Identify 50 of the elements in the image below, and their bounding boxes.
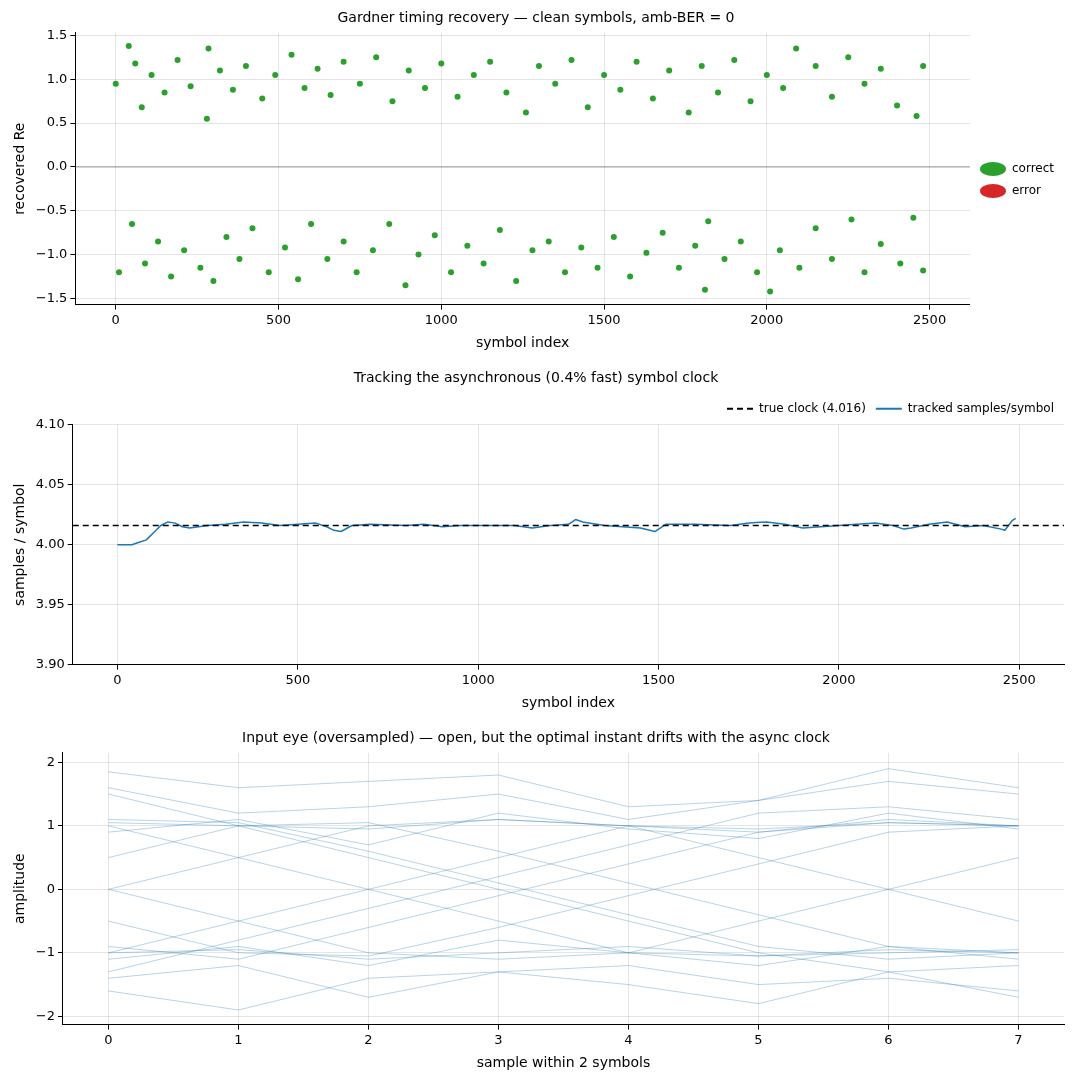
- y-tick-label: 4.00: [35, 536, 65, 552]
- x-tick-label: 500: [285, 671, 311, 687]
- x-tick-label: 1000: [424, 311, 458, 327]
- x-tick-label: 2: [364, 1031, 373, 1047]
- x-tick-label: 1: [234, 1031, 243, 1047]
- y-tick-label: −1.5: [35, 289, 68, 305]
- x-tick-label: 0: [104, 1031, 113, 1047]
- y-tick-label: 2: [46, 753, 55, 769]
- x-tick-label: 3: [494, 1031, 503, 1047]
- y-tick-label: 0.0: [46, 158, 68, 174]
- y-tick-label: 1.5: [46, 26, 68, 42]
- y-tick-label: 1.0: [46, 70, 68, 86]
- y-tick-label: 0: [46, 880, 55, 896]
- x-tick-label: 1500: [587, 311, 621, 327]
- legend-label: true clock (4.016): [759, 400, 866, 415]
- x-tick-label: 7: [1014, 1031, 1023, 1047]
- y-axis-title: recovered Re: [11, 122, 28, 215]
- x-axis-title: symbol index: [476, 334, 570, 351]
- y-tick-label: −0.5: [35, 202, 68, 218]
- chart-title: Gardner timing recovery — clean symbols, amb-BER = 0: [337, 9, 735, 26]
- y-tick-label: 4.10: [35, 416, 65, 432]
- x-axis-title: sample within 2 symbols: [476, 1054, 651, 1071]
- y-tick-label: 0.5: [46, 114, 68, 130]
- x-tick-label: 0: [113, 671, 122, 687]
- x-tick-label: 2500: [913, 311, 947, 327]
- y-tick-label: −1: [35, 944, 55, 960]
- x-tick-label: 2500: [1002, 671, 1036, 687]
- legend-label: error: [1011, 183, 1042, 198]
- y-tick-label: 3.90: [35, 655, 65, 671]
- x-tick-label: 2000: [750, 311, 784, 327]
- y-tick-label: −1.0: [35, 246, 68, 261]
- x-tick-label: 0: [111, 311, 120, 327]
- y-tick-label: 4.05: [35, 476, 65, 492]
- y-tick-label: 3.95: [35, 596, 65, 612]
- y-tick-label: 1: [46, 817, 55, 833]
- x-tick-label: 6: [884, 1031, 893, 1047]
- x-tick-label: 1500: [642, 671, 676, 687]
- chart-title: Input eye (oversampled) — open, but the optimal instant drifts with the async clock: [242, 729, 831, 746]
- x-axis-title: symbol index: [521, 694, 616, 711]
- x-tick-label: 4: [624, 1031, 633, 1047]
- y-axis-title: samples / symbol: [11, 483, 28, 606]
- x-tick-label: 1000: [461, 671, 495, 687]
- y-axis-title: amplitude: [11, 853, 28, 925]
- legend-label: correct: [1011, 161, 1055, 176]
- x-tick-label: 500: [266, 311, 291, 327]
- chart-title: Tracking the asynchronous (0.4% fast) symbol clock: [352, 369, 720, 386]
- x-tick-label: 5: [754, 1031, 763, 1047]
- x-tick-label: 2000: [822, 671, 856, 687]
- y-tick-label: −2: [35, 1007, 55, 1023]
- legend-label: tracked samples/symbol: [907, 400, 1054, 415]
